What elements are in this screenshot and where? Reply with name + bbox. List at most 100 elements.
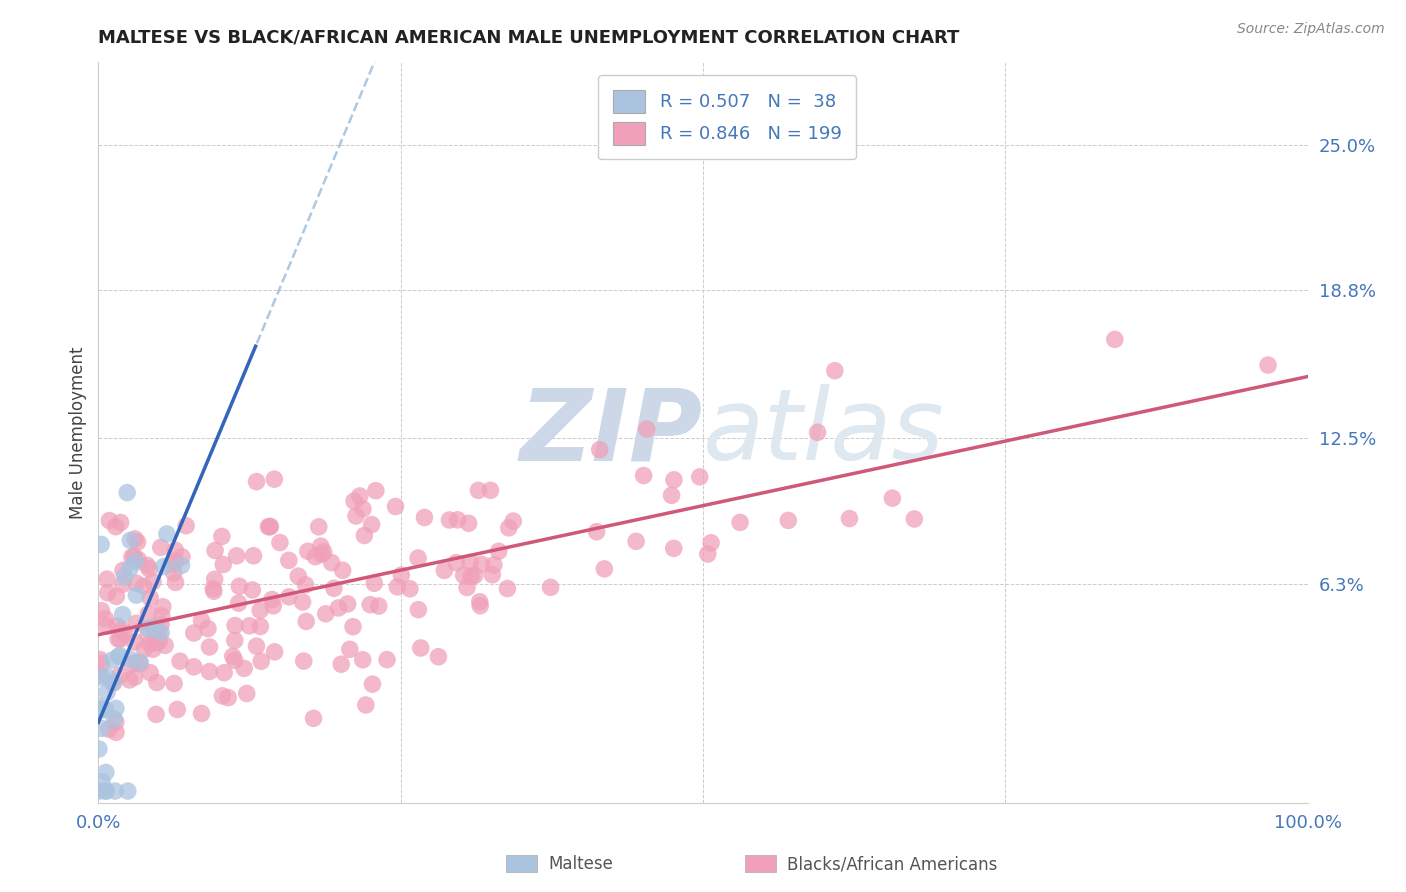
Point <box>152 599 174 614</box>
Point <box>170 549 193 564</box>
Point <box>257 519 280 533</box>
Point <box>399 582 422 596</box>
Point <box>593 562 616 576</box>
Point <box>806 425 828 440</box>
Point <box>446 556 468 570</box>
Point <box>94 612 117 626</box>
Point <box>90 604 112 618</box>
Point <box>249 619 271 633</box>
Point <box>464 568 486 582</box>
Point <box>689 470 711 484</box>
Point <box>139 665 162 680</box>
Point <box>696 547 718 561</box>
Point <box>127 535 149 549</box>
Point <box>354 698 377 712</box>
Point <box>297 544 319 558</box>
Text: MALTESE VS BLACK/AFRICAN AMERICAN MALE UNEMPLOYMENT CORRELATION CHART: MALTESE VS BLACK/AFRICAN AMERICAN MALE U… <box>98 29 960 47</box>
Point <box>903 512 925 526</box>
Point <box>138 622 160 636</box>
Point <box>165 575 187 590</box>
Point <box>342 620 364 634</box>
Point <box>224 618 246 632</box>
Point <box>778 513 800 527</box>
Point <box>343 494 366 508</box>
Point <box>136 558 159 573</box>
Legend: R = 0.507   N =  38, R = 0.846   N = 199: R = 0.507 N = 38, R = 0.846 N = 199 <box>599 75 856 160</box>
Text: Blacks/African Americans: Blacks/African Americans <box>787 855 998 873</box>
Point <box>413 510 436 524</box>
Point <box>624 534 647 549</box>
Point <box>142 642 165 657</box>
Point <box>139 637 162 651</box>
Point <box>115 485 138 500</box>
Point <box>117 784 139 798</box>
Point <box>138 607 160 621</box>
Point <box>224 653 246 667</box>
Point <box>163 558 186 572</box>
Point <box>250 654 273 668</box>
Point <box>1257 358 1279 372</box>
Point <box>118 652 141 666</box>
Point <box>460 556 482 570</box>
Point <box>471 558 494 572</box>
Point <box>170 558 193 573</box>
Point <box>108 648 131 663</box>
Point <box>129 657 152 671</box>
Point <box>107 649 129 664</box>
Point <box>460 569 482 583</box>
Point <box>97 586 120 600</box>
Point <box>103 712 125 726</box>
Point <box>145 707 167 722</box>
Point <box>125 576 148 591</box>
Point <box>308 520 330 534</box>
Point <box>165 543 187 558</box>
Point <box>408 602 430 616</box>
Point <box>104 715 127 730</box>
Point <box>278 590 301 604</box>
Point <box>204 543 226 558</box>
Point <box>661 488 683 502</box>
Point <box>202 584 225 599</box>
Point <box>94 703 117 717</box>
Point <box>311 547 333 561</box>
Text: Maltese: Maltese <box>548 855 613 873</box>
Point <box>260 592 283 607</box>
Point <box>124 532 146 546</box>
Point <box>352 502 374 516</box>
Point <box>90 702 112 716</box>
Point <box>302 711 325 725</box>
Point <box>104 701 127 715</box>
Point <box>96 619 118 633</box>
Point <box>364 483 387 498</box>
Point <box>269 535 291 549</box>
Point <box>111 564 134 578</box>
Point <box>94 784 117 798</box>
Point <box>304 549 326 564</box>
Point <box>111 623 134 637</box>
Point <box>103 676 125 690</box>
Point <box>263 645 285 659</box>
Point <box>111 577 134 591</box>
Point <box>633 468 655 483</box>
Point <box>136 628 159 642</box>
Point <box>124 635 146 649</box>
Point <box>211 529 233 543</box>
Point <box>101 675 124 690</box>
Point <box>467 483 489 498</box>
Point <box>457 516 479 531</box>
Point <box>90 722 112 736</box>
Point <box>108 668 131 682</box>
Point <box>367 599 389 613</box>
Point <box>148 627 170 641</box>
Point <box>488 544 510 558</box>
Point <box>294 578 316 592</box>
Point <box>197 622 219 636</box>
Point <box>139 591 162 605</box>
Point <box>259 519 281 533</box>
Point <box>97 723 120 737</box>
Point <box>589 442 612 457</box>
Point <box>110 516 132 530</box>
Point <box>222 649 245 664</box>
Point <box>165 554 187 568</box>
Point <box>349 489 371 503</box>
